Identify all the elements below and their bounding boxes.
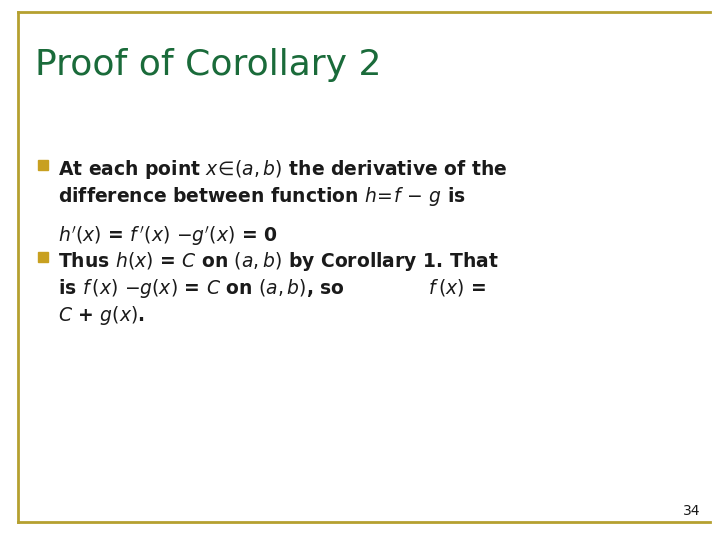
Bar (38, 160, 48, 170)
Text: is $f\,(x)$ $-g(x)$ = $C$ on $(a,b)$, so             $f\,(x)$ =: is $f\,(x)$ $-g(x)$ = $C$ on $(a,b)$, so… (58, 277, 486, 300)
Text: $C$ + $g(x)$.: $C$ + $g(x)$. (58, 304, 145, 327)
Text: Thus $h(x)$ = $C$ on $(a,b)$ by Corollary 1. That: Thus $h(x)$ = $C$ on $(a,b)$ by Corollar… (58, 250, 498, 273)
Bar (38, 252, 48, 262)
Text: difference between function $h\!=\!f\,-\,g$ is: difference between function $h\!=\!f\,-\… (58, 185, 466, 208)
Text: $h'(x)$ = $f\,'(x)$ $-g'(x)$ = 0: $h'(x)$ = $f\,'(x)$ $-g'(x)$ = 0 (58, 224, 277, 248)
Text: At each point $x\!\in\!(a,b)$ the derivative of the: At each point $x\!\in\!(a,b)$ the deriva… (58, 158, 508, 181)
Text: Proof of Corollary 2: Proof of Corollary 2 (35, 48, 382, 82)
Text: 34: 34 (683, 504, 700, 518)
